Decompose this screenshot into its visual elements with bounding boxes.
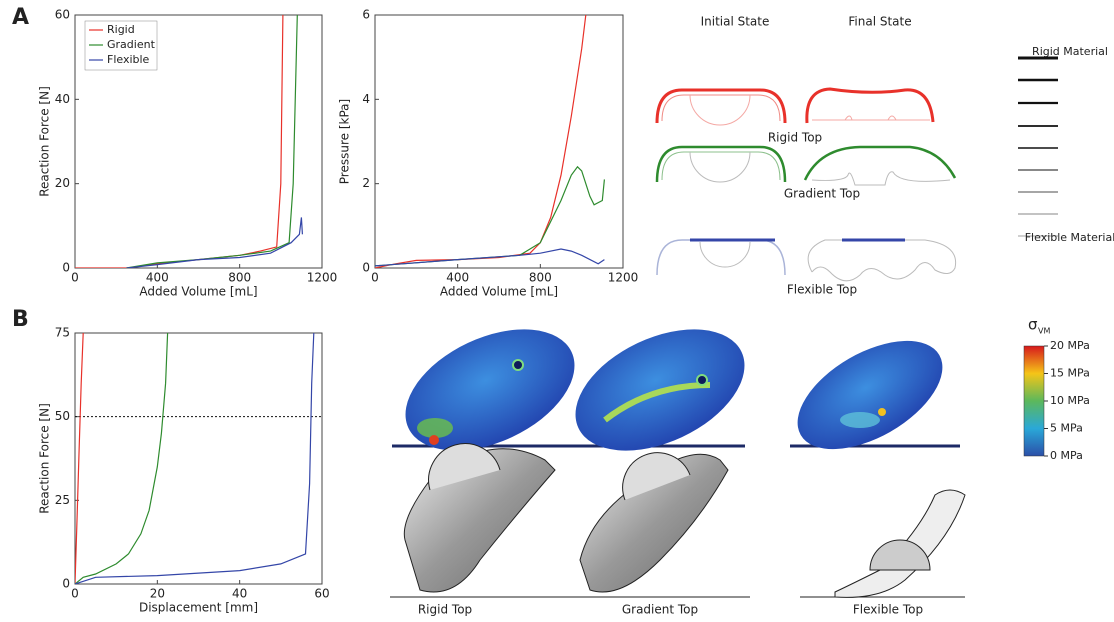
deformed-renders [390,444,965,598]
y-tick-label: 2 [362,176,370,190]
colorbar-tick-label: 0 MPa [1050,449,1083,462]
x-tick-label: 20 [150,587,165,601]
colorbar-tick-label: 10 MPa [1050,394,1090,407]
series-line [127,217,303,268]
x-axis-label: Displacement [mm] [139,601,258,615]
y-tick-label: 0 [62,261,70,275]
y-tick-label: 25 [55,493,70,507]
y-axis-label: Reaction Force [N] [38,86,52,197]
x-tick-label: 1200 [608,271,639,285]
y-tick-label: 4 [362,92,370,106]
material-scale [1018,58,1058,236]
x-tick-label: 400 [446,271,469,285]
scale-label: Flexible Material [1025,231,1114,244]
y-tick-label: 75 [55,326,70,340]
x-tick-label: 800 [228,271,251,285]
x-axis-label: Added Volume [mL] [139,285,257,299]
series-line [75,333,168,584]
row-title: Gradient Top [784,187,860,201]
x-tick-label: 60 [314,587,329,601]
colorbar [1024,346,1044,456]
page: {"chart_data": [ {"type": "line", "ylabe… [0,0,1114,622]
series-line [375,249,604,266]
panel-label: A [12,5,29,30]
y-tick-label: 40 [55,92,70,106]
y-tick-label: 60 [55,8,70,22]
x-axis-label: Added Volume [mL] [440,285,558,299]
column-title: Initial State [701,15,770,29]
legend-label: Rigid [107,23,135,36]
legend-label: Gradient [107,38,156,51]
schematic-gradient [657,147,955,185]
y-axis-label: Pressure [kPa] [338,99,352,184]
legend-label: Flexible [107,53,150,66]
series-line [75,333,83,584]
y-tick-label: 50 [55,409,70,423]
render-label: Rigid Top [418,603,472,617]
x-tick-label: 800 [529,271,552,285]
panel-label: B [12,307,29,332]
series-line [75,333,314,584]
schematic-rigid [657,89,933,125]
colorbar-subscript: VM [1038,327,1050,336]
y-tick-label: 6 [362,8,370,22]
scale-label: Rigid Material [1032,45,1108,58]
x-tick-label: 0 [71,587,79,601]
schematic-flexible [657,240,956,281]
colorbar-tick-label: 5 MPa [1050,422,1083,435]
x-tick-label: 0 [71,271,79,285]
render-label: Flexible Top [853,603,923,617]
colorbar-tick-label: 15 MPa [1050,367,1090,380]
row-title: Flexible Top [787,283,857,297]
y-tick-label: 0 [362,261,370,275]
x-tick-label: 400 [146,271,169,285]
y-tick-label: 0 [62,577,70,591]
plot-area [375,15,623,268]
column-title: Final State [848,15,911,29]
series-line [375,15,586,268]
colorbar-tick-label: 20 MPa [1050,339,1090,352]
x-tick-label: 0 [371,271,379,285]
x-tick-label: 40 [232,587,247,601]
row-title: Rigid Top [768,131,822,145]
y-tick-label: 20 [55,176,70,190]
x-tick-label: 1200 [307,271,338,285]
render-label: Gradient Top [622,603,698,617]
plot-area [75,333,322,584]
colorbar-symbol: σ [1028,316,1038,334]
figure: A B Initial State Final State Rigid Top … [0,0,1114,622]
y-axis-label: Reaction Force [N] [38,403,52,514]
